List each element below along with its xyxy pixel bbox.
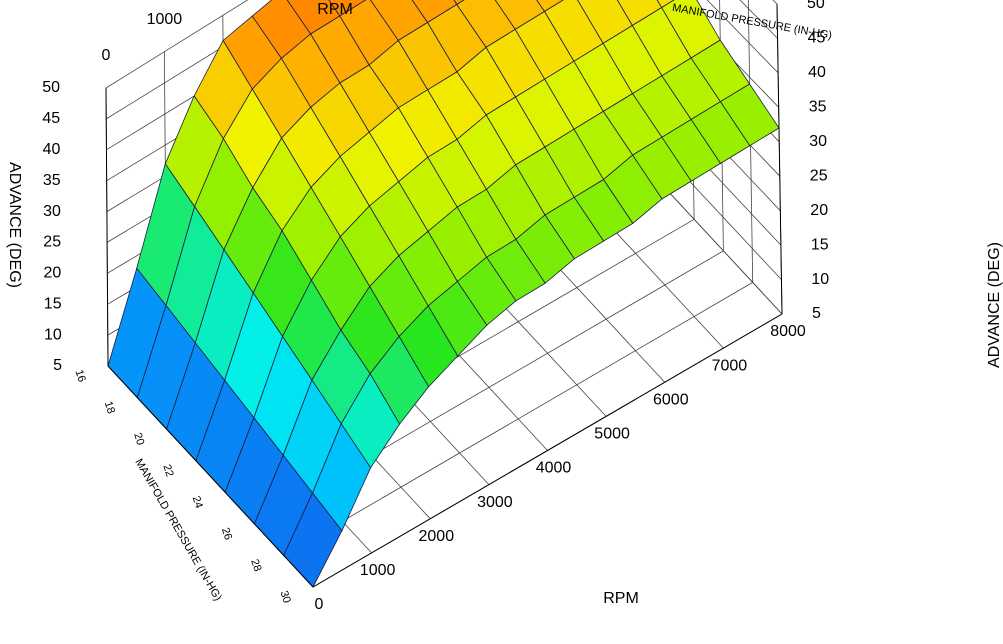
grid-line-back-advance xyxy=(105,0,300,120)
tick-label-pressure-bottom: 28 xyxy=(248,558,263,573)
tick-label-advance-right: 10 xyxy=(811,271,829,288)
tick-label-advance-left: 30 xyxy=(43,203,61,220)
tick-label-advance-right: 35 xyxy=(809,99,827,116)
tick-label-rpm-bottom: 2000 xyxy=(419,528,455,545)
advance-surface xyxy=(107,0,780,588)
frame-edge xyxy=(105,87,109,367)
tick-label-advance-right: 30 xyxy=(809,133,827,150)
frame-edge xyxy=(776,3,783,315)
tick-label-rpm-bottom: 1000 xyxy=(360,562,396,579)
chart-frame xyxy=(105,3,783,588)
tick-label-advance-right: 15 xyxy=(811,236,829,253)
tick-label-rpm-bottom: 6000 xyxy=(653,392,689,409)
tick-label-advance-left: 25 xyxy=(43,234,61,251)
tick-label-advance-left: 15 xyxy=(44,295,62,312)
axis-title-advance-right: ADVANCE (DEG) xyxy=(986,242,1003,368)
tick-label-advance-right: 50 xyxy=(807,0,825,12)
axis-title-rpm-bottom: RPM xyxy=(603,590,639,607)
axis-title-rpm-top: RPM xyxy=(317,1,353,18)
tick-label-advance-left: 5 xyxy=(53,357,62,374)
tick-label-advance-left: 50 xyxy=(42,79,60,96)
tick-label-advance-left: 45 xyxy=(42,110,60,127)
frame-edge xyxy=(107,365,314,588)
grid-line-right-advance xyxy=(706,0,779,74)
frame-edge xyxy=(312,313,783,588)
tick-label-advance-right: 25 xyxy=(810,167,828,184)
tick-label-rpm-bottom: 4000 xyxy=(536,460,572,477)
surface-patch xyxy=(536,0,564,13)
tick-label-advance-left: 35 xyxy=(43,172,61,189)
tick-label-pressure-bottom: 30 xyxy=(277,589,292,604)
tick-label-pressure-bottom: 20 xyxy=(131,431,146,446)
tick-label-rpm-top: 1000 xyxy=(147,11,183,28)
tick-label-advance-right: 20 xyxy=(810,202,828,219)
tick-label-advance-right: 5 xyxy=(812,305,821,322)
grid-line-right-advance xyxy=(739,0,778,39)
tick-label-pressure-bottom: 16 xyxy=(72,368,87,383)
axis-title-advance-left: ADVANCE (DEG) xyxy=(6,162,23,288)
tick-label-rpm-bottom: 8000 xyxy=(770,323,806,340)
tick-label-rpm-bottom: 0 xyxy=(315,596,324,613)
surface-patch xyxy=(656,0,675,9)
tick-label-rpm-top: 0 xyxy=(102,47,111,64)
axis-title-pressure-bottom: MANIFOLD PRESSURE (IN-HG) xyxy=(132,457,223,603)
tick-label-advance-right: 40 xyxy=(808,64,826,81)
tick-label-pressure-bottom: 24 xyxy=(190,495,205,510)
tick-label-pressure-bottom: 18 xyxy=(102,400,117,415)
tick-label-advance-right: 45 xyxy=(808,30,826,47)
tick-label-rpm-bottom: 3000 xyxy=(477,494,513,511)
tick-label-pressure-bottom: 22 xyxy=(160,463,175,478)
tick-label-pressure-bottom: 26 xyxy=(219,526,234,541)
tick-label-rpm-bottom: 7000 xyxy=(712,357,748,374)
tick-label-advance-left: 20 xyxy=(44,265,62,282)
grid-line-back-advance xyxy=(105,0,249,89)
tick-label-rpm-bottom: 5000 xyxy=(594,426,630,443)
tick-label-advance-left: 40 xyxy=(43,141,61,158)
grid-line-floor-pressure xyxy=(283,282,753,556)
tick-label-advance-left: 10 xyxy=(44,326,62,343)
